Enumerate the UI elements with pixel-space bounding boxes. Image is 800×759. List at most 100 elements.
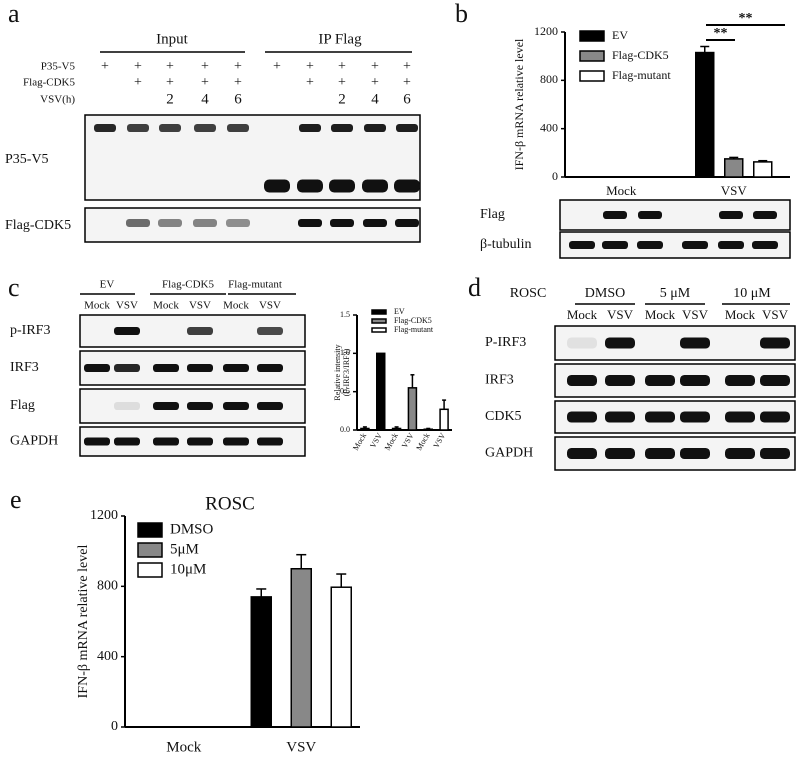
group-label: DMSO bbox=[585, 286, 625, 301]
error-bar bbox=[296, 553, 307, 569]
lane-label: 6 bbox=[403, 91, 411, 107]
lane-label: + bbox=[403, 75, 411, 90]
lane-label: + bbox=[166, 75, 174, 90]
blot-label: Flag bbox=[10, 398, 35, 413]
blot-band bbox=[298, 219, 322, 227]
lane-label: Mock bbox=[223, 300, 249, 312]
blot-label: IRF3 bbox=[10, 360, 39, 375]
bar bbox=[439, 408, 449, 431]
x-tick-label: Mock bbox=[351, 431, 368, 452]
blot-band bbox=[725, 448, 755, 459]
blot-band bbox=[159, 124, 181, 132]
y-axis-label: IFN-β mRNA relative level bbox=[512, 38, 526, 170]
blot-band bbox=[223, 402, 249, 410]
bar bbox=[391, 427, 402, 431]
blot-band bbox=[223, 364, 249, 372]
group-label: 5 μM bbox=[660, 286, 691, 301]
blot-band bbox=[567, 337, 597, 349]
error-bar bbox=[700, 45, 710, 53]
blot-band bbox=[680, 375, 710, 386]
blot-label: GAPDH bbox=[485, 446, 533, 461]
blot-band bbox=[362, 179, 388, 193]
blot-band bbox=[603, 211, 627, 219]
significance-label: ** bbox=[739, 11, 753, 26]
bar bbox=[753, 161, 773, 178]
panel-letter: d bbox=[468, 273, 481, 302]
error-bar bbox=[758, 159, 768, 162]
treatment-label: ROSC bbox=[510, 286, 547, 301]
blot-band bbox=[257, 327, 283, 335]
blot-band bbox=[680, 448, 710, 459]
blot-band bbox=[753, 211, 777, 219]
bar bbox=[695, 51, 715, 178]
y-axis-label: (P-IRF3/IRF3) bbox=[342, 348, 351, 396]
y-tick-label: 0.5 bbox=[340, 386, 350, 395]
lane-label: 4 bbox=[201, 91, 209, 107]
legend-label: EV bbox=[612, 28, 628, 42]
blot-band bbox=[567, 448, 597, 459]
lane-label: VSV bbox=[189, 300, 211, 312]
blot-band bbox=[264, 179, 290, 193]
blot-band bbox=[193, 219, 217, 227]
lane-label: VSV bbox=[607, 307, 634, 322]
blot-band bbox=[329, 179, 355, 193]
chart-title: ROSC bbox=[205, 493, 255, 514]
blot-band bbox=[187, 437, 213, 446]
legend-label: Flag-mutant bbox=[394, 325, 434, 334]
bar bbox=[290, 568, 312, 728]
blot-band bbox=[605, 337, 635, 349]
group-label: Input bbox=[156, 31, 188, 47]
error-bar bbox=[336, 573, 347, 588]
blot-band bbox=[645, 375, 675, 386]
lane-label: + bbox=[338, 75, 346, 90]
group-label: IP Flag bbox=[318, 31, 362, 47]
blot-band bbox=[84, 437, 110, 446]
blot-label: Flag-CDK5 bbox=[5, 218, 71, 233]
y-tick-label: 0.0 bbox=[340, 425, 350, 434]
blot-band bbox=[680, 411, 710, 423]
blot-band bbox=[114, 364, 140, 372]
blot-band bbox=[297, 179, 323, 193]
x-tick-label: VSV bbox=[721, 183, 748, 198]
panel-letter: b bbox=[455, 0, 468, 28]
lane-label: VSV bbox=[259, 300, 281, 312]
bar bbox=[250, 596, 272, 728]
blot-band bbox=[114, 327, 140, 335]
blot-band bbox=[605, 411, 635, 423]
lane-label: 2 bbox=[338, 91, 346, 107]
x-tick-label: Mock bbox=[606, 183, 637, 198]
blot-frame bbox=[554, 325, 796, 361]
row-label: VSV(h) bbox=[40, 94, 75, 106]
blot-band bbox=[84, 364, 110, 372]
y-tick-label: 1.5 bbox=[340, 310, 350, 319]
lane-label: Mock bbox=[645, 307, 676, 322]
blot-band bbox=[126, 219, 150, 227]
blot-band bbox=[682, 241, 708, 249]
blot-band bbox=[645, 448, 675, 459]
blot-label: GAPDH bbox=[10, 434, 58, 449]
blot-band bbox=[645, 411, 675, 423]
lane-label: VSV bbox=[116, 300, 138, 312]
lane-label: + bbox=[273, 59, 281, 74]
blot-frame bbox=[559, 231, 791, 259]
y-tick-label: 0 bbox=[552, 169, 558, 183]
blot-band bbox=[257, 402, 283, 410]
x-tick-label: VSV bbox=[432, 431, 448, 450]
y-tick-label: 400 bbox=[97, 649, 118, 664]
lane-label: 2 bbox=[166, 91, 174, 107]
blot-band bbox=[223, 437, 249, 446]
lane-label: + bbox=[306, 75, 314, 90]
blot-band bbox=[114, 437, 140, 446]
error-bar bbox=[729, 156, 739, 159]
y-tick-label: 0 bbox=[111, 719, 118, 734]
legend-swatch bbox=[579, 30, 605, 42]
error-bar bbox=[394, 426, 399, 429]
lane-label: + bbox=[403, 59, 411, 74]
blot-label: p-IRF3 bbox=[10, 323, 50, 338]
blot-band bbox=[569, 241, 595, 249]
blot-frame bbox=[559, 199, 791, 231]
group-label: Flag-mutant bbox=[228, 279, 282, 291]
blot-label: CDK5 bbox=[485, 409, 522, 424]
blot-band bbox=[605, 375, 635, 386]
